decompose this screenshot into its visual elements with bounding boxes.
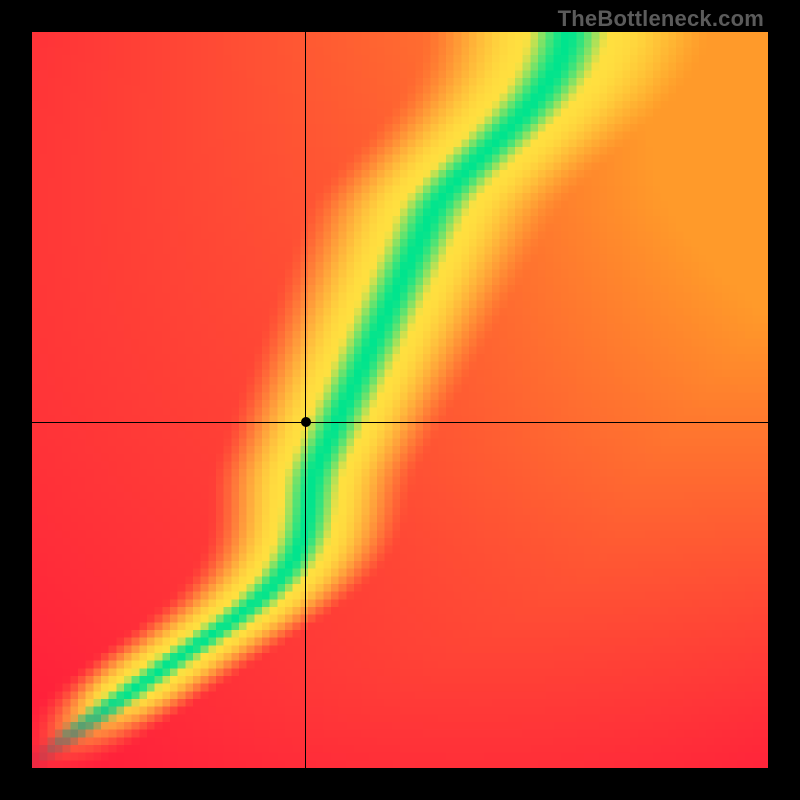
watermark-text: TheBottleneck.com [558, 6, 764, 32]
heatmap-canvas [32, 32, 768, 768]
crosshair-vertical [305, 32, 306, 768]
crosshair-horizontal [32, 422, 768, 423]
heatmap-plot [32, 32, 768, 768]
crosshair-marker [301, 417, 311, 427]
